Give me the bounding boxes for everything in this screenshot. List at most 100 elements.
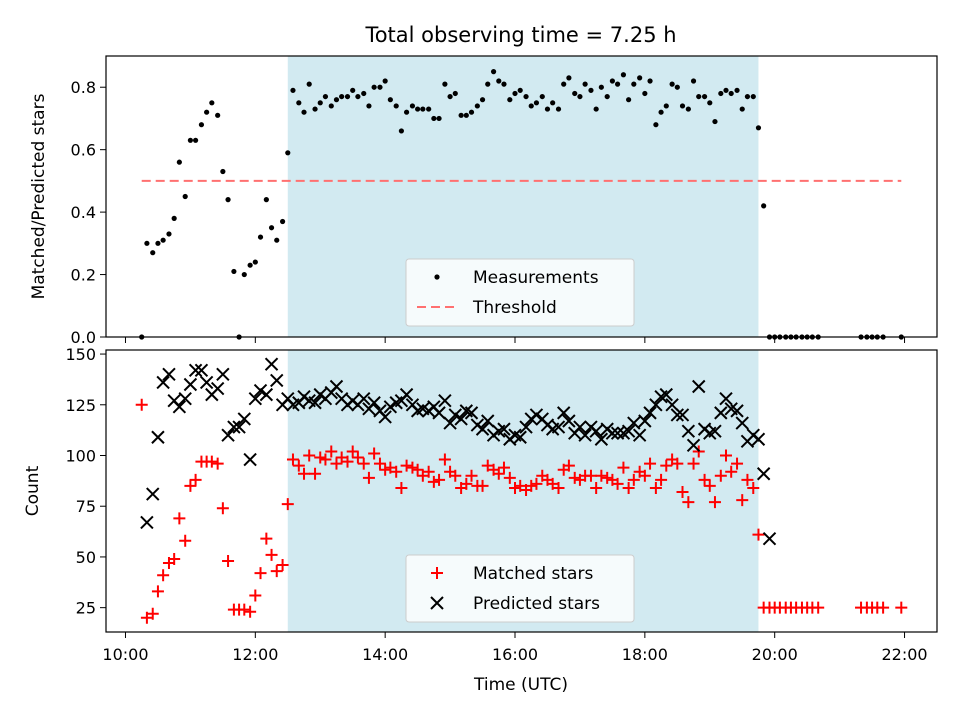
predicted-star-point xyxy=(178,391,192,406)
measurement-point xyxy=(637,75,643,81)
measurement-point xyxy=(663,103,669,109)
legend-count: Matched stars Predicted stars xyxy=(405,554,635,623)
matched-star-point xyxy=(714,469,727,482)
measurement-point xyxy=(593,106,599,112)
legend-ratio: Measurements Threshold xyxy=(405,258,635,327)
y-tick-label: 50 xyxy=(76,548,96,567)
legend-measurements-label: Measurements xyxy=(473,268,599,288)
matched-star-point xyxy=(303,449,316,462)
measurement-point xyxy=(728,90,734,97)
matched-star-point xyxy=(362,471,375,484)
predicted-star-point xyxy=(432,406,446,420)
measurement-point xyxy=(398,128,404,134)
matched-star-point xyxy=(135,398,148,411)
y-tick-label: 100 xyxy=(65,446,96,465)
predicted-star-point xyxy=(675,408,690,422)
matched-star-point xyxy=(671,457,684,470)
measurement-point xyxy=(588,87,594,93)
measurement-point xyxy=(155,240,161,246)
matched-star-point xyxy=(216,502,229,515)
predicted-star-point xyxy=(156,375,170,390)
matched-star-point xyxy=(395,481,408,494)
matched-star-point xyxy=(427,475,440,488)
measurement-point xyxy=(431,115,437,122)
predicted-star-point xyxy=(627,416,641,430)
measurement-point xyxy=(290,87,296,93)
predicted-star-point xyxy=(589,424,603,438)
matched-star-point xyxy=(292,459,305,472)
measurement-point xyxy=(144,240,150,246)
matched-star-point xyxy=(373,457,386,470)
matched-star-point xyxy=(741,473,754,486)
y-tick-label: 0.6 xyxy=(71,141,96,160)
measurement-point xyxy=(609,78,615,84)
measurement-point xyxy=(366,103,372,109)
matched-star-point xyxy=(249,589,262,602)
measurement-point xyxy=(355,93,361,100)
predicted-star-point xyxy=(357,391,371,406)
matched-star-point xyxy=(476,479,489,492)
measurement-point xyxy=(257,234,264,240)
measurement-point xyxy=(215,112,221,118)
legend-threshold-label: Threshold xyxy=(472,298,557,318)
matched-star-point xyxy=(649,481,662,494)
predicted-star-point xyxy=(464,406,479,420)
measurement-point xyxy=(350,87,356,93)
y-tick-label: 0.0 xyxy=(71,328,96,347)
measurement-point xyxy=(231,268,237,275)
measurement-point xyxy=(361,90,367,97)
predicted-star-point xyxy=(383,400,398,414)
predicted-star-point xyxy=(513,430,527,444)
matched-star-point xyxy=(276,559,289,572)
matched-star-point xyxy=(895,601,908,614)
legend-ratio-box xyxy=(405,258,635,327)
measurement-point xyxy=(712,118,718,125)
x-axis-label: Time (UTC) xyxy=(473,675,568,695)
measurement-point xyxy=(544,106,551,112)
measurement-point xyxy=(744,93,751,100)
predicted-star-point xyxy=(686,438,701,453)
matched-star-point xyxy=(314,451,327,464)
measurement-point xyxy=(274,237,280,243)
measurement-point xyxy=(696,93,702,100)
y-tick-label: 0.2 xyxy=(71,266,96,285)
predicted-star-point xyxy=(448,408,462,422)
measurement-point xyxy=(463,112,469,118)
y-ticks-bottom: 25 50 75 100 125 150 xyxy=(65,345,106,618)
x-tick-label: 22:00 xyxy=(881,645,927,664)
matched-star-point xyxy=(406,461,419,474)
predicted-star-point xyxy=(519,420,533,434)
measurement-point xyxy=(415,106,421,112)
predicted-star-point xyxy=(692,379,706,394)
measurement-point xyxy=(263,197,269,203)
matched-star-point xyxy=(660,459,673,472)
matched-star-point xyxy=(309,467,322,480)
matched-star-point xyxy=(179,534,192,547)
y-tick-label: 150 xyxy=(65,345,96,364)
predicted-star-point xyxy=(454,412,468,426)
ratio-panel-frame xyxy=(105,55,938,338)
measurement-point xyxy=(247,262,253,268)
measurement-point xyxy=(420,106,426,112)
predicted-star-point xyxy=(762,531,777,546)
measurement-point xyxy=(268,225,275,231)
predicted-star-point xyxy=(659,387,673,402)
predicted-star-point xyxy=(216,367,230,382)
measurement-point xyxy=(604,93,610,100)
matched-star-point xyxy=(720,449,733,462)
predicted-star-point xyxy=(594,432,609,446)
measurement-point xyxy=(403,109,410,115)
matched-star-point xyxy=(260,532,273,545)
matched-star-point xyxy=(698,473,711,486)
matched-star-point xyxy=(731,457,744,470)
measurement-point xyxy=(750,93,756,100)
predicted-star-point xyxy=(237,412,251,426)
legend-predicted-marker xyxy=(430,596,444,610)
measurement-point xyxy=(718,90,724,97)
measurement-point xyxy=(533,100,540,106)
predicted-star-point xyxy=(329,379,344,394)
predicted-star-point xyxy=(378,410,392,424)
measurement-point xyxy=(485,81,491,87)
predicted-star-point xyxy=(735,416,749,430)
predicted-star-point xyxy=(232,420,246,434)
